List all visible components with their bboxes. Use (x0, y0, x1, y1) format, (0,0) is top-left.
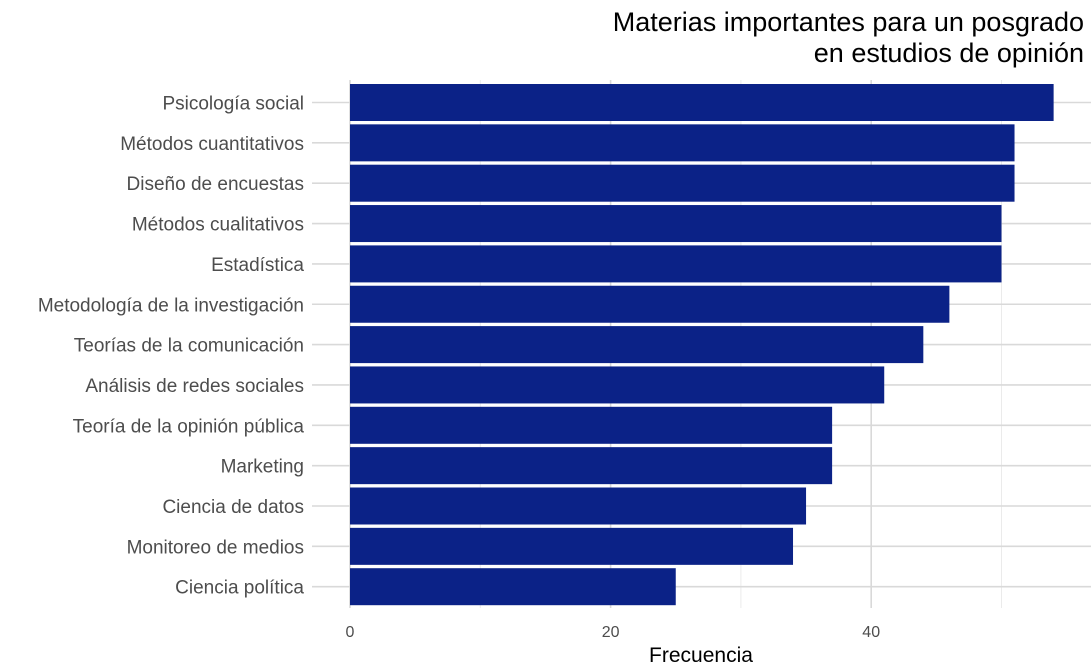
category-label: Monitoreo de medios (127, 537, 304, 558)
x-axis-ticks: 0 20 40 (346, 624, 881, 641)
bar (350, 205, 1002, 243)
bar (350, 487, 807, 525)
category-label: Teorías de la comunicación (74, 336, 304, 357)
category-label: Ciencia de datos (162, 497, 304, 518)
bar (350, 568, 676, 606)
category-label: Estadística (211, 255, 304, 276)
x-tick-label: 20 (602, 624, 620, 641)
bars (350, 84, 1054, 606)
bar (350, 366, 885, 404)
bar (350, 285, 950, 323)
x-tick-label: 0 (346, 624, 355, 641)
category-label: Psicología social (162, 94, 304, 115)
category-label: Diseño de encuestas (127, 174, 304, 195)
category-label: Ciencia política (175, 578, 304, 599)
bar (350, 84, 1054, 121)
bar (350, 527, 794, 565)
chart-title-line-1: Materias importantes para un posgrado (613, 7, 1084, 37)
category-label: Métodos cuantitativos (120, 134, 304, 155)
category-label: Métodos cualitativos (132, 215, 304, 236)
category-label: Metodología de la investigación (38, 295, 304, 316)
category-labels: Psicología social Métodos cuantitativos Di… (38, 94, 305, 599)
category-label: Teoría de la opinión pública (73, 416, 305, 437)
x-tick-label: 40 (862, 624, 880, 641)
category-label: Análisis de redes sociales (85, 376, 304, 397)
x-axis-title: Frecuencia (649, 644, 753, 664)
bar (350, 124, 1015, 162)
bar (350, 447, 833, 485)
bar (350, 326, 924, 364)
bar (350, 164, 1015, 202)
bar (350, 245, 1002, 283)
bar (350, 406, 833, 444)
chart-title-line-2: en estudios de opinión (814, 38, 1084, 68)
category-label: Marketing (221, 457, 304, 478)
